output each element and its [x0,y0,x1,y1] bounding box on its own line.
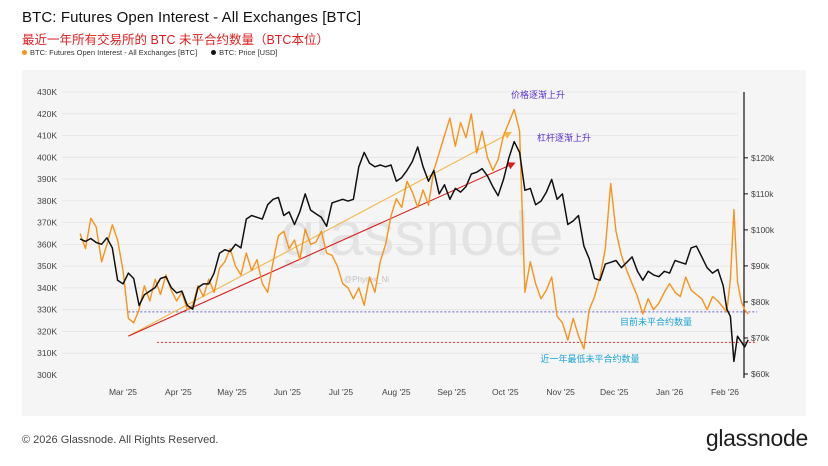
y-left-tick-label: 410K [37,131,57,141]
chart-svg: glassnode @Phyrex_Ni 300K 310K 320K 330K 340… [37,87,775,397]
x-tick-label: Aug '25 [382,387,411,397]
y-left-tick-label: 430K [37,87,57,97]
y-left-tick-label: 380K [37,196,57,206]
x-tick-label: Mar '25 [109,387,137,397]
y-right-tick-label: $110k [751,189,774,199]
legend-swatch-open-interest [22,50,27,55]
legend-item-price[interactable]: BTC: Price [USD] [211,48,278,57]
y-right-tick-label: $60k [751,369,770,379]
page-subtitle: 最近一年所有交易所的 BTC 未平合约数量（BTC本位） [22,33,329,47]
y-left-tick-label: 400K [37,152,57,162]
series-line-price [79,140,749,363]
series-line-open-interest [79,108,749,350]
y-left-tick-label: 340K [37,283,57,293]
brand-logo: glassnode [705,425,808,451]
copyright: © 2026 Glassnode. All Rights Reserved. [22,434,219,446]
y-left-tick-label: 310K [37,348,57,358]
x-tick-label: Jul '25 [329,387,354,397]
chart-panel: glassnode @Phyrex_Ni 300K 310K 320K 330K 340… [22,70,806,416]
annotation-min-oi: 近一年最低未平合约数量 [540,353,639,365]
watermark-handle: @Phyrex_Ni [344,275,389,284]
y-right-tick-label: $90k [751,261,770,271]
x-tick-label: Apr '25 [165,387,192,397]
y-left-tick-label: 320K [37,326,57,336]
x-tick-label: Dec '25 [600,387,629,397]
legend-item-open-interest[interactable]: BTC: Futures Open Interest - All Exchang… [22,48,197,57]
legend-swatch-price [211,50,217,55]
y-right-tick-label: $80k [751,297,770,307]
x-tick-label: Nov '25 [546,387,575,397]
x-tick-label: May '25 [217,387,247,397]
x-tick-label: Sep '25 [437,387,466,397]
legend: BTC: Futures Open Interest - All Exchang… [22,48,278,57]
y-left-tick-label: 300K [37,370,57,380]
x-tick-label: Jan '26 [656,387,683,397]
x-tick-label: Feb '26 [711,387,739,397]
y-right-tick-label: $70k [751,333,770,343]
y-left-tick-label: 370K [37,218,57,228]
y-right-tick-label: $100k [751,225,775,235]
y-left-tick-label: 420K [37,109,57,119]
legend-label-open-interest: BTC: Futures Open Interest - All Exchang… [30,48,198,57]
y-left-tick-label: 350K [37,261,57,271]
page-title: BTC: Futures Open Interest - All Exchang… [22,9,362,26]
y-left-tick-label: 360K [37,239,57,249]
annotation-leverage-rising: 杠杆逐渐上升 [537,132,591,144]
x-tick-label: Oct '25 [492,387,519,397]
watermark: glassnode [281,200,564,269]
annotation-current-oi: 目前未平合约数量 [620,316,692,328]
legend-label-price: BTC: Price [USD] [219,48,278,57]
y-left-tick-label: 390K [37,174,57,184]
x-tick-label: Jun '25 [274,387,301,397]
y-left-tick-label: 330K [37,305,57,315]
y-right-tick-label: $120k [751,153,775,163]
annotation-price-rising: 价格逐渐上升 [511,89,565,101]
